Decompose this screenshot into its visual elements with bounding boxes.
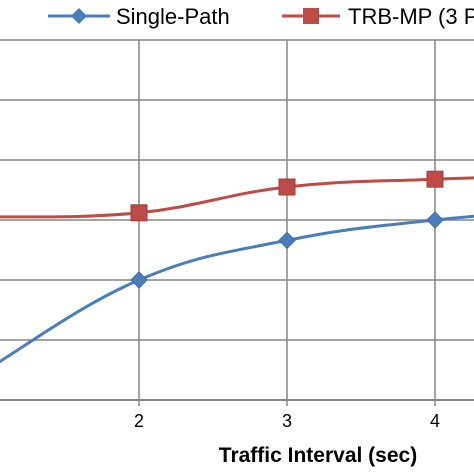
x-tick-label: 3	[282, 411, 292, 431]
data-point-square	[426, 170, 444, 188]
data-point-square	[130, 204, 148, 222]
legend-label-trb-mp: TRB-MP (3 P	[348, 4, 474, 29]
x-tick-label: 2	[134, 411, 144, 431]
x-tick-label: 4	[430, 411, 440, 431]
x-axis-title: Traffic Interval (sec)	[219, 444, 417, 467]
x-tick-labels: 2 3 4	[134, 411, 440, 431]
legend-marker-square	[303, 8, 319, 24]
axes	[0, 399, 474, 406]
series-line	[0, 214, 474, 364]
data-point-diamond	[130, 271, 148, 289]
series-lines	[0, 170, 474, 364]
data-point-diamond	[426, 211, 444, 229]
legend: Single-Path TRB-MP (3 P	[48, 4, 474, 29]
legend-marker-diamond	[71, 8, 87, 24]
data-point-square	[278, 178, 296, 196]
grid-lines	[0, 39, 474, 401]
data-point-diamond	[278, 231, 296, 250]
legend-label-single-path: Single-Path	[116, 4, 230, 29]
series-line	[0, 176, 474, 219]
